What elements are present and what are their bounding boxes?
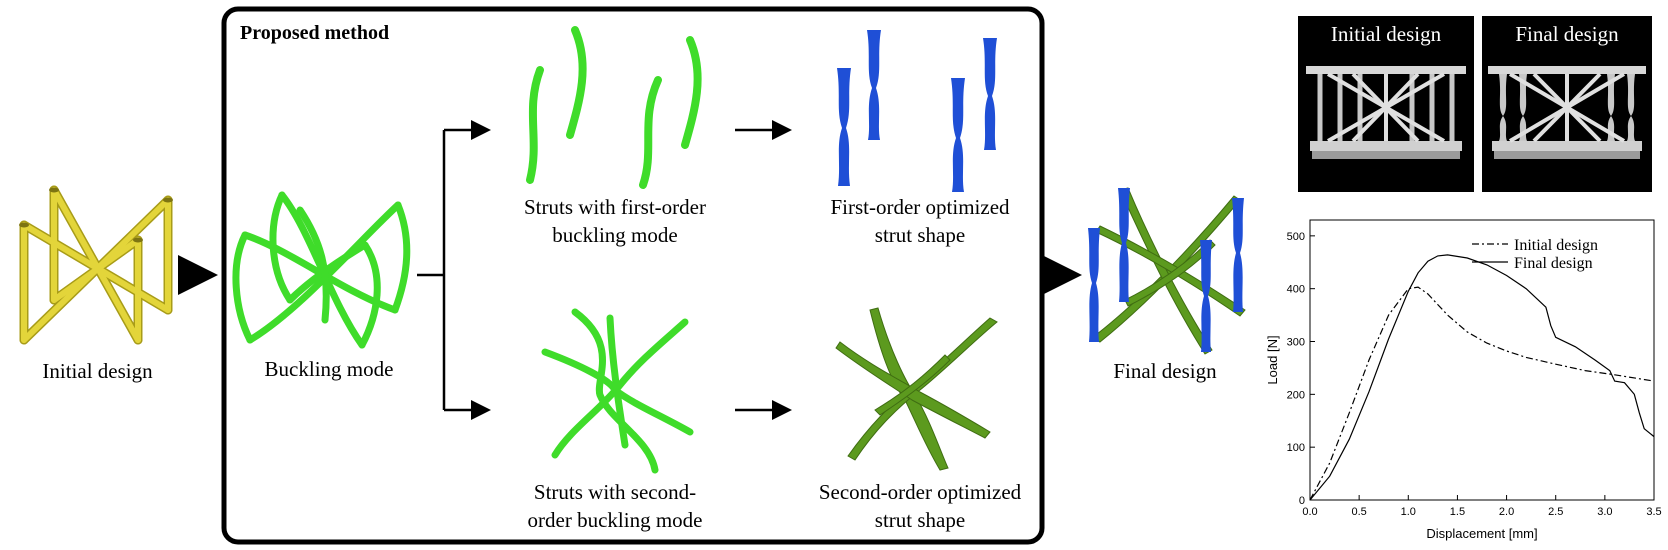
- x-tick-label: 2.0: [1499, 506, 1514, 518]
- buckling-mode-label: Buckling mode: [264, 357, 394, 381]
- proposed-method-title: Proposed method: [240, 22, 390, 44]
- buckling-mode-lattice: [232, 191, 411, 349]
- x-tick-label: 1.0: [1401, 506, 1416, 518]
- second-order-optimized-label-line2: strut shape: [874, 508, 966, 532]
- final-design-photo-title: Final design: [1515, 22, 1619, 46]
- second-order-struts: [541, 308, 694, 474]
- chart-legend: Initial design Final design: [1472, 237, 1598, 272]
- y-tick-label: 200: [1287, 389, 1305, 401]
- first-order-optimized-struts: [837, 30, 997, 192]
- chart-ticks: 0.0 0.5 1.0 1.5 2.0 2.5 3.0 3.5 0 100 200 300 400 500: [1287, 231, 1662, 518]
- legend-label-initial: Initial design: [1514, 237, 1598, 254]
- first-order-optimized-label-line2: strut shape: [874, 223, 966, 247]
- initial-design-label: Initial design: [42, 359, 153, 383]
- x-tick-label: 3.0: [1597, 506, 1612, 518]
- x-tick-label: 1.5: [1450, 506, 1465, 518]
- x-tick-label: 2.5: [1548, 506, 1563, 518]
- first-order-optimized-label-line1: First-order optimized: [830, 195, 1010, 219]
- y-tick-label: 100: [1287, 442, 1305, 454]
- initial-design-photo: Initial design: [1298, 16, 1474, 192]
- series-line-final-design: [1309, 254, 1655, 501]
- y-axis-label: Load [N]: [1265, 335, 1280, 384]
- final-design-label: Final design: [1113, 359, 1217, 383]
- x-tick-label: 0.0: [1302, 506, 1317, 518]
- x-tick-label: 3.5: [1646, 506, 1661, 518]
- final-design-lattice: [1088, 187, 1246, 355]
- second-order-optimized-label-line1: Second-order optimized: [818, 480, 1022, 504]
- first-order-struts: [526, 26, 702, 189]
- chart-series: [1309, 254, 1655, 501]
- x-tick-label: 0.5: [1351, 506, 1366, 518]
- second-order-optimized-struts: [835, 307, 998, 471]
- final-design-photo: Final design: [1482, 16, 1652, 192]
- x-axis-label: Displacement [mm]: [1426, 526, 1537, 541]
- initial-photo-specimen: [1306, 66, 1466, 159]
- initial-design-lattice: [19, 185, 173, 345]
- struts-second-order-label-line1: Struts with second-: [533, 480, 697, 504]
- y-tick-label: 500: [1287, 231, 1305, 243]
- final-photo-specimen: [1488, 66, 1646, 159]
- chart-plot-frame: [1309, 219, 1655, 501]
- load-displacement-chart: 0.0 0.5 1.0 1.5 2.0 2.5 3.0 3.5 0 100 200 300 400 500…: [1265, 219, 1662, 541]
- initial-design-photo-title: Initial design: [1330, 22, 1442, 46]
- struts-first-order-label-line1: Struts with first-order: [524, 195, 706, 219]
- legend-label-final: Final design: [1514, 255, 1593, 272]
- y-tick-label: 400: [1287, 284, 1305, 296]
- proposed-method-box: [221, 6, 1045, 545]
- branch-connector: [417, 120, 491, 420]
- struts-first-order-label-line2: buckling mode: [552, 223, 678, 247]
- series-line-initial-design: [1309, 286, 1655, 501]
- y-tick-label: 0: [1299, 495, 1305, 507]
- y-tick-label: 300: [1287, 337, 1305, 349]
- struts-second-order-label-line2: order buckling mode: [527, 508, 703, 532]
